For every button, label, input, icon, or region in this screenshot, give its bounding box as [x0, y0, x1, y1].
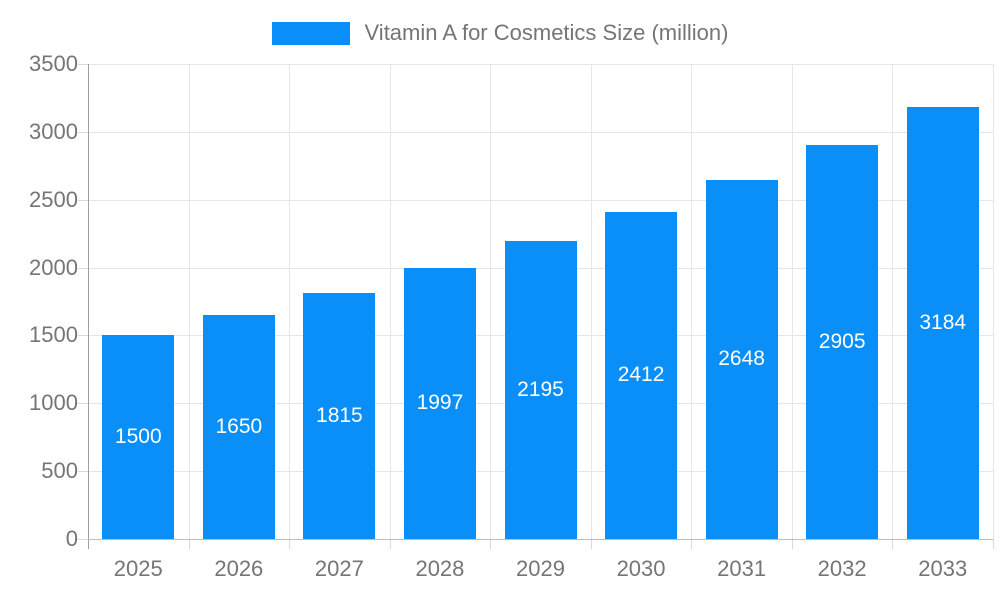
h-gridline	[88, 131, 993, 133]
y-tick-label: 3500	[29, 51, 78, 76]
bar[interactable]: 2412	[605, 211, 678, 539]
x-axis-tick	[490, 539, 492, 549]
bar-value-label: 2648	[718, 347, 765, 371]
bar-value-label: 2905	[818, 329, 866, 353]
bar[interactable]: 1815	[303, 292, 376, 539]
bar[interactable]: 2195	[504, 241, 577, 539]
y-tick-label: 2000	[29, 254, 78, 280]
y-axis-tick	[78, 199, 88, 201]
bar-value-label: 1500	[114, 425, 162, 449]
v-gridline	[892, 64, 894, 539]
v-gridline	[691, 64, 693, 539]
bar[interactable]: 3184	[906, 106, 979, 539]
x-tick-label: 2031	[717, 556, 767, 581]
y-axis-tick	[78, 403, 88, 405]
x-axis-tick	[791, 539, 793, 549]
v-gridline	[993, 64, 994, 539]
v-gridline	[289, 64, 291, 539]
y-tick-label: 500	[41, 458, 78, 484]
bar[interactable]: 2648	[705, 179, 778, 539]
bar-value-label: 2412	[617, 363, 665, 387]
x-tick-label: 2027	[314, 556, 364, 581]
v-gridline	[590, 64, 592, 539]
bar-value-label: 3184	[919, 310, 967, 334]
x-axis-tick	[691, 539, 693, 549]
y-tick-label: 1500	[29, 322, 78, 348]
x-tick-label: 2026	[214, 556, 264, 581]
y-axis-tick	[78, 539, 88, 540]
bar-value-label: 1997	[416, 391, 464, 415]
y-axis-tick	[78, 131, 88, 133]
chart-legend[interactable]: Vitamin A for Cosmetics Size (million)	[0, 20, 1000, 46]
y-axis-tick	[78, 64, 88, 65]
y-axis-tick	[78, 335, 88, 337]
x-axis-tick	[289, 539, 291, 549]
y-axis-tick	[78, 267, 88, 269]
y-tick-label: 2500	[29, 186, 78, 212]
y-axis-line	[88, 64, 89, 549]
x-axis-baseline	[88, 539, 993, 540]
bar[interactable]: 1650	[202, 315, 275, 539]
x-tick-label: 2030	[616, 556, 666, 581]
bar[interactable]: 1500	[102, 335, 175, 539]
bar-value-label: 1650	[215, 415, 263, 439]
v-gridline	[389, 64, 391, 539]
v-gridline	[791, 64, 793, 539]
x-tick-label: 2032	[817, 556, 867, 581]
bar[interactable]: 2905	[806, 144, 879, 539]
y-tick-label: 1000	[29, 390, 78, 416]
h-gridline	[88, 64, 993, 65]
x-tick-label: 2029	[516, 556, 565, 581]
bar-value-label: 1815	[316, 403, 363, 427]
x-axis-tick	[590, 539, 592, 549]
x-axis-tick	[188, 539, 190, 549]
y-tick-label: 0	[65, 526, 78, 551]
x-tick-label: 2033	[918, 556, 968, 581]
y-tick-label: 3000	[29, 118, 78, 144]
v-gridline	[188, 64, 190, 539]
x-axis-tick	[389, 539, 391, 549]
legend-swatch-icon[interactable]	[271, 21, 350, 45]
bar-value-label: 2195	[517, 378, 564, 402]
x-axis-tick	[993, 539, 994, 549]
x-tick-label: 2028	[415, 556, 465, 581]
h-gridline	[88, 199, 993, 201]
v-gridline	[490, 64, 492, 539]
x-axis-tick	[892, 539, 894, 549]
legend-label: Vitamin A for Cosmetics Size (million)	[364, 20, 729, 45]
bar[interactable]: 1997	[403, 267, 476, 539]
y-axis-tick	[78, 471, 88, 473]
x-tick-label: 2025	[113, 556, 163, 581]
